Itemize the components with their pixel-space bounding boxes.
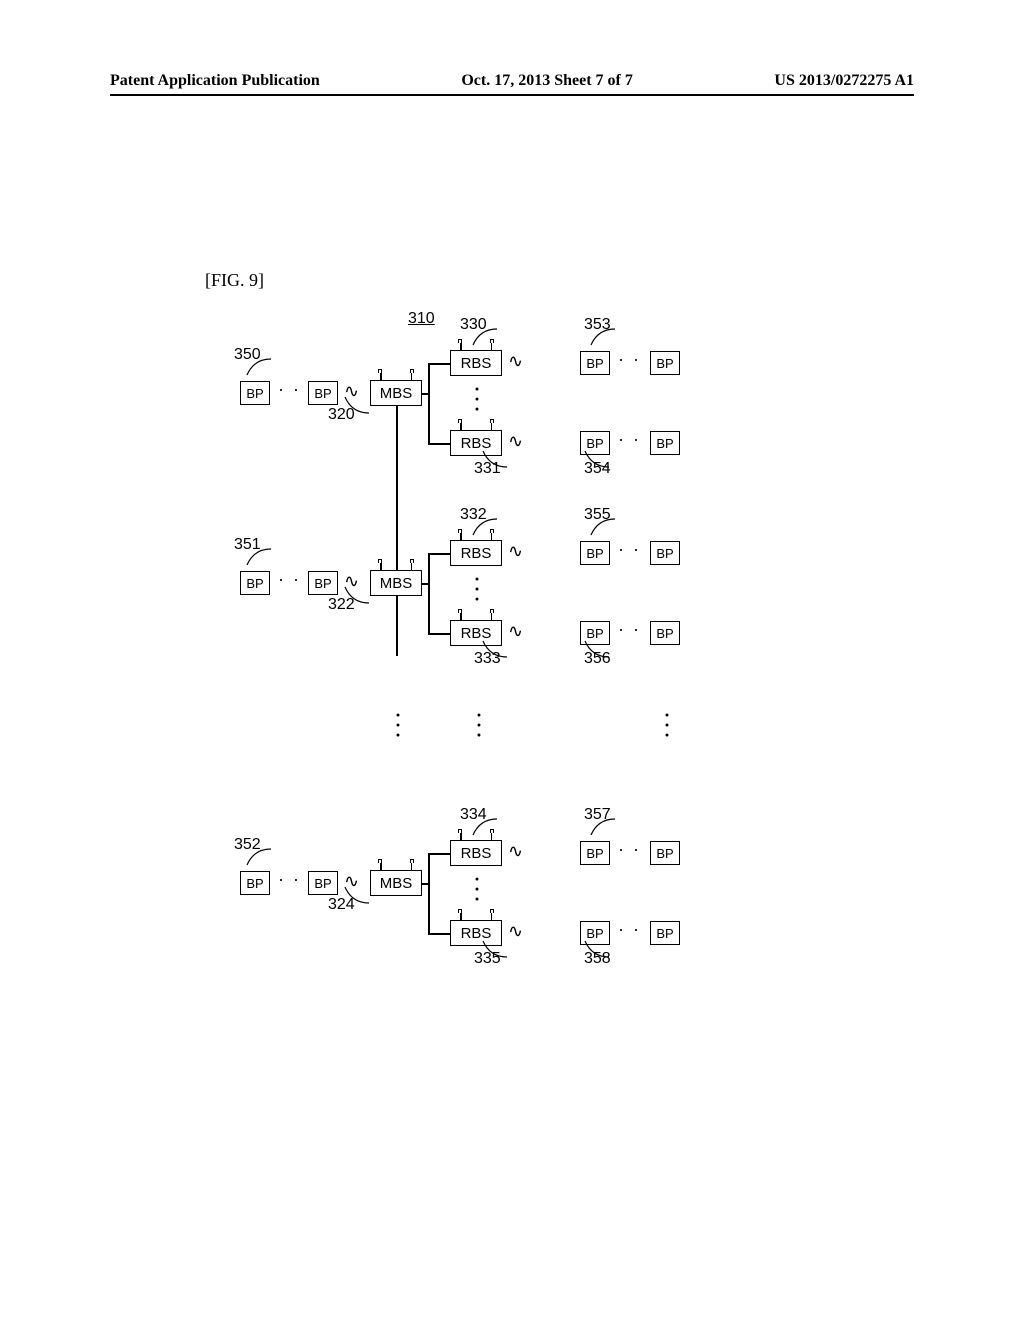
bp-box: BP: [240, 571, 270, 595]
bp-box: BP: [650, 921, 680, 945]
conn: [428, 553, 450, 555]
bp-box: BP: [308, 381, 338, 405]
bp-box: BP: [240, 871, 270, 895]
wireless-icon: ∿: [508, 841, 523, 862]
vdots: ●●●: [472, 384, 482, 414]
conn: [428, 933, 450, 935]
figure-label: [FIG. 9]: [205, 270, 264, 291]
bp-box: BP: [580, 541, 610, 565]
antenna: [450, 910, 502, 920]
bp-box: BP: [580, 351, 610, 375]
conn: [428, 853, 430, 933]
rbs-box: RBS: [450, 840, 502, 866]
leader: [244, 356, 274, 383]
leader: [588, 516, 618, 543]
conn: [428, 363, 430, 443]
bp-box: BP: [650, 541, 680, 565]
leader: [480, 938, 510, 965]
vdots: ●●●: [472, 874, 482, 904]
leader: [244, 546, 274, 573]
diagram: 310 ●●●●●●●●●BP· · ·BP∿MBS350320RBS∿BP· …: [0, 300, 1024, 1060]
vdots-col: ●●●: [474, 710, 484, 740]
vdots-col: ●●●: [393, 710, 403, 740]
leader: [470, 326, 500, 353]
header-left: Patent Application Publication: [110, 72, 320, 90]
leader: [480, 448, 510, 475]
leader: [342, 584, 372, 611]
mbs-box: MBS: [370, 380, 422, 406]
leader: [342, 884, 372, 911]
leader: [588, 816, 618, 843]
page-header: Patent Application Publication Oct. 17, …: [0, 72, 1024, 96]
ref-310: 310: [408, 310, 435, 328]
wireless-icon: ∿: [508, 351, 523, 372]
rbs-box: RBS: [450, 350, 502, 376]
conn: [428, 443, 450, 445]
leader: [582, 938, 612, 965]
leader: [244, 846, 274, 873]
wireless-icon: ∿: [508, 921, 523, 942]
conn: [428, 633, 450, 635]
header-right: US 2013/0272275 A1: [774, 72, 914, 90]
leader: [480, 638, 510, 665]
leader: [470, 516, 500, 543]
bp-box: BP: [240, 381, 270, 405]
antenna: [370, 370, 422, 380]
mbs-box: MBS: [370, 870, 422, 896]
wireless-icon: ∿: [508, 541, 523, 562]
bp-box: BP: [650, 351, 680, 375]
bp-box: BP: [308, 871, 338, 895]
vdots-col: ●●●: [662, 710, 672, 740]
header-mid: Oct. 17, 2013 Sheet 7 of 7: [461, 72, 633, 90]
conn: [428, 853, 450, 855]
rbs-box: RBS: [450, 540, 502, 566]
mbs-box: MBS: [370, 570, 422, 596]
leader: [582, 448, 612, 475]
conn: [428, 363, 450, 365]
wireless-icon: ∿: [508, 621, 523, 642]
vdots: ●●●: [472, 574, 482, 604]
bp-box: BP: [650, 621, 680, 645]
wireless-icon: ∿: [508, 431, 523, 452]
bp-box: BP: [580, 841, 610, 865]
bus-line: [396, 596, 398, 656]
leader: [470, 816, 500, 843]
antenna: [370, 860, 422, 870]
leader: [582, 638, 612, 665]
bp-box: BP: [650, 841, 680, 865]
antenna: [450, 420, 502, 430]
leader: [342, 394, 372, 421]
bp-box: BP: [650, 431, 680, 455]
header-rule: [110, 94, 914, 96]
leader: [588, 326, 618, 353]
conn: [428, 553, 430, 633]
bp-box: BP: [308, 571, 338, 595]
antenna: [450, 610, 502, 620]
antenna: [370, 560, 422, 570]
